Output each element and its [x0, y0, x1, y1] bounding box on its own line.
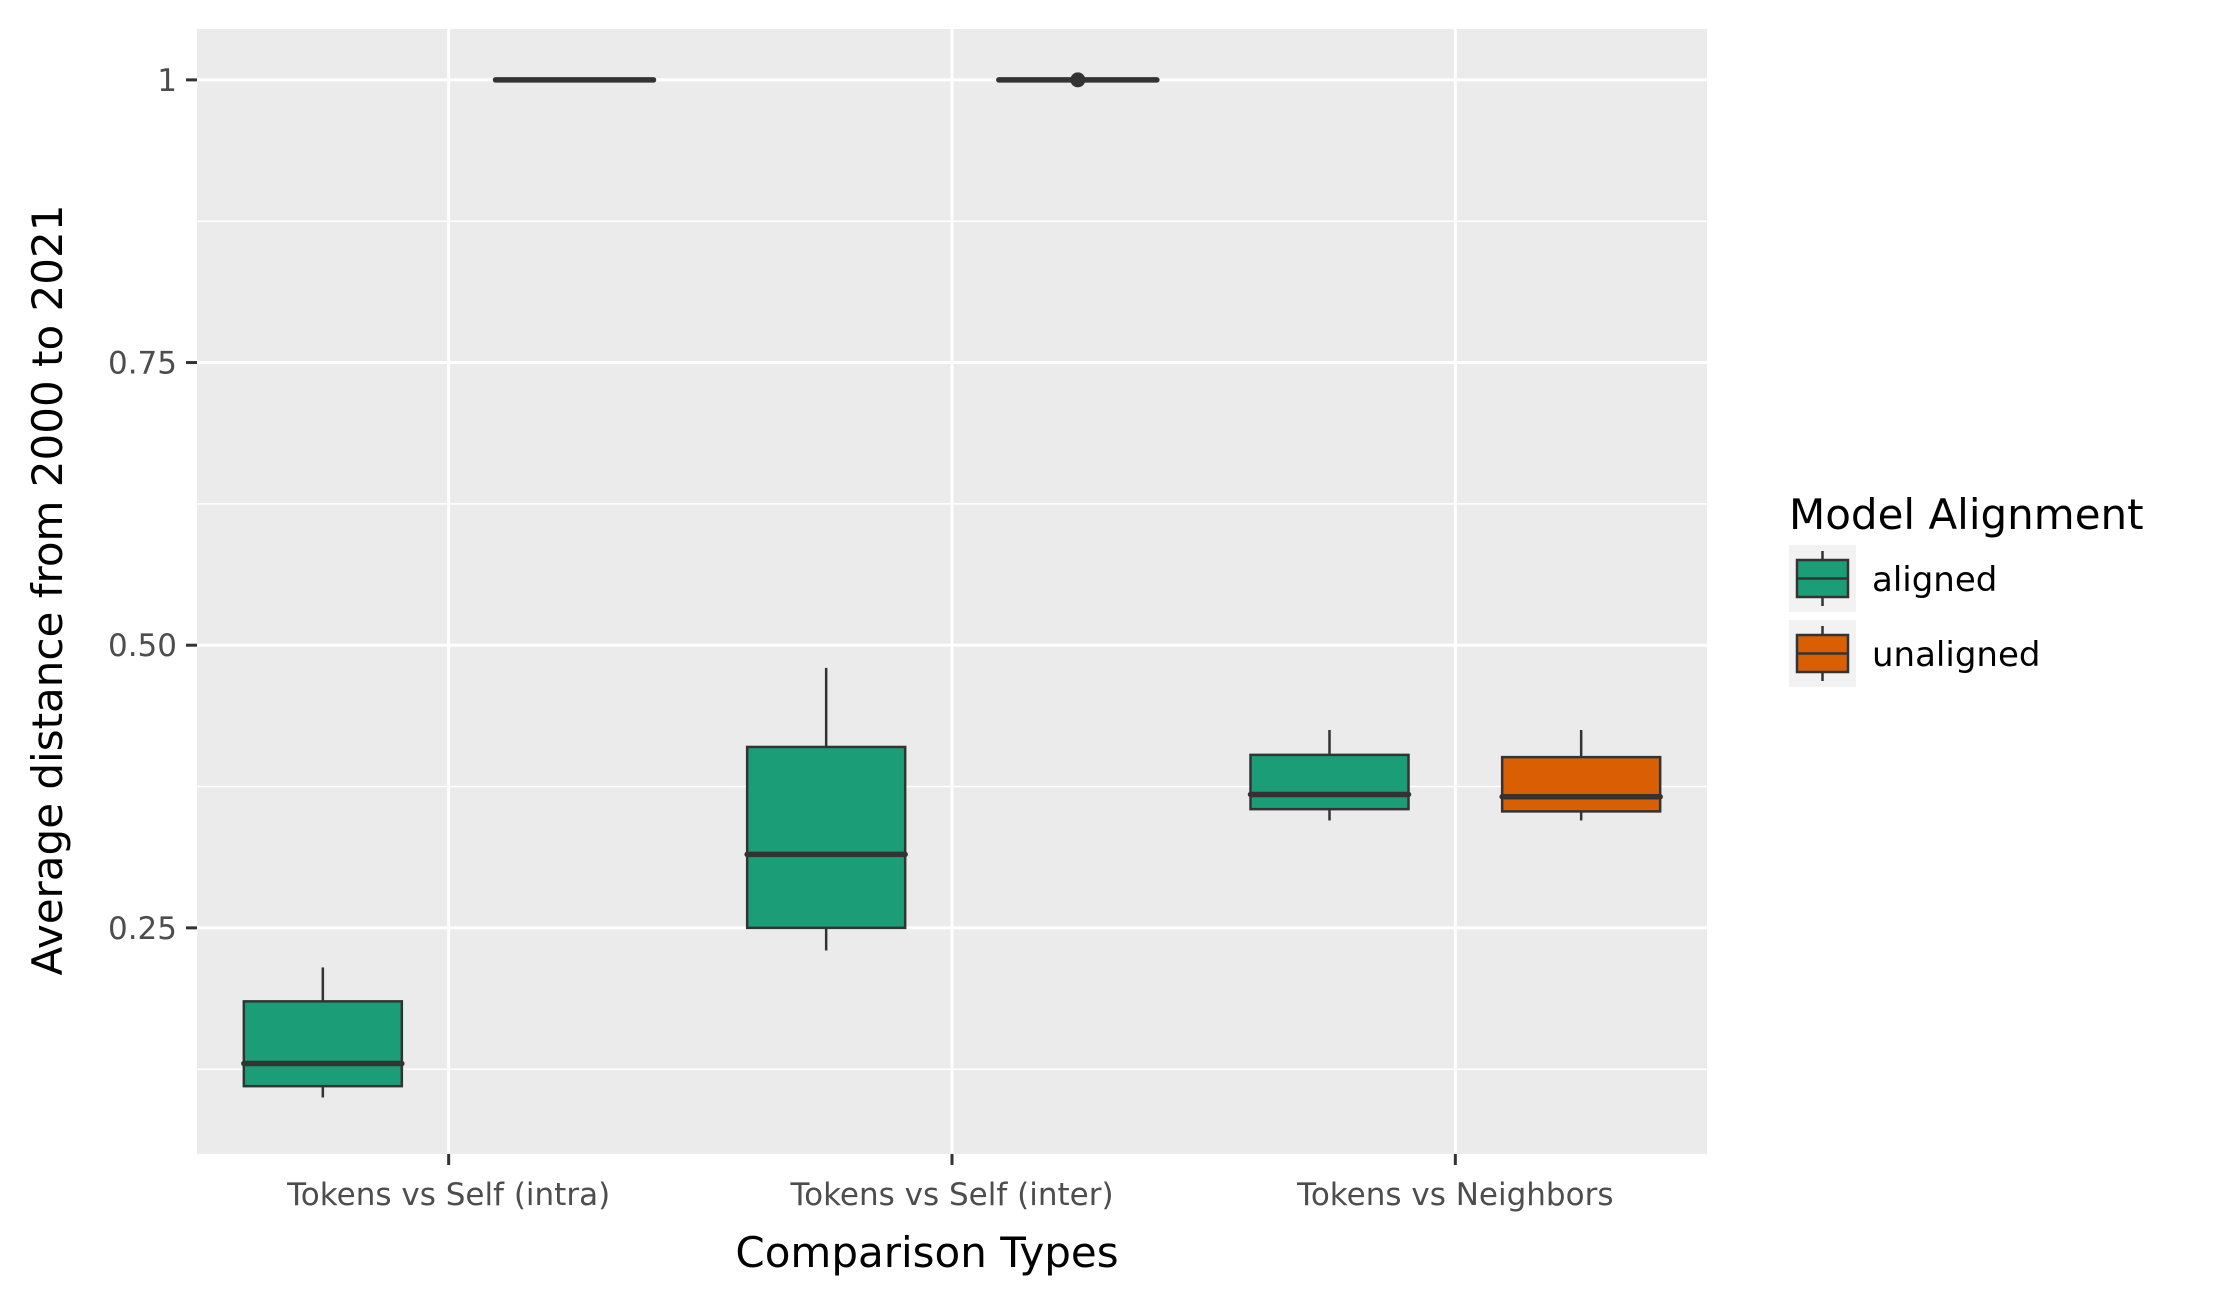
legend-item-unaligned: unaligned: [1789, 620, 2040, 687]
box-unaligned: [492, 77, 657, 83]
iqr-box: [242, 1000, 404, 1088]
x-tick-label: Tokens vs Self (intra): [286, 1177, 610, 1213]
box-aligned: [744, 667, 908, 951]
y-tick-label: 0.50: [108, 628, 177, 664]
x-tick-label: Tokens vs Neighbors: [1296, 1177, 1613, 1213]
legend-item-aligned: aligned: [1789, 545, 1997, 612]
y-tick-label: 0.75: [108, 346, 177, 382]
iqr-box: [745, 745, 907, 930]
box-unaligned: [996, 72, 1160, 88]
major-gridlines: [197, 29, 1707, 1154]
legend: Model Alignment aligned unaligned: [1789, 490, 2144, 687]
x-axis: Tokens vs Self (intra) Tokens vs Self (in…: [286, 1154, 1613, 1213]
y-axis-title: Average distance from 2000 to 2021: [23, 205, 72, 976]
box-aligned: [1247, 730, 1412, 821]
box-series: [241, 72, 1663, 1098]
legend-label: unaligned: [1872, 635, 2040, 675]
y-tick-label: 1: [157, 63, 177, 99]
y-axis: 0.25 0.50 0.75 1: [108, 63, 197, 947]
legend-title: Model Alignment: [1789, 490, 2144, 539]
x-tick-label: Tokens vs Self (inter): [789, 1177, 1113, 1213]
y-tick-label: 0.25: [108, 911, 177, 947]
outlier-point: [1070, 72, 1086, 88]
box-aligned: [241, 967, 405, 1098]
box-unaligned: [1499, 730, 1663, 821]
x-axis-title: Comparison Types: [735, 1228, 1118, 1277]
iqr-box: [1249, 753, 1410, 811]
iqr-box: [1500, 755, 1662, 813]
legend-label: aligned: [1872, 560, 1997, 600]
